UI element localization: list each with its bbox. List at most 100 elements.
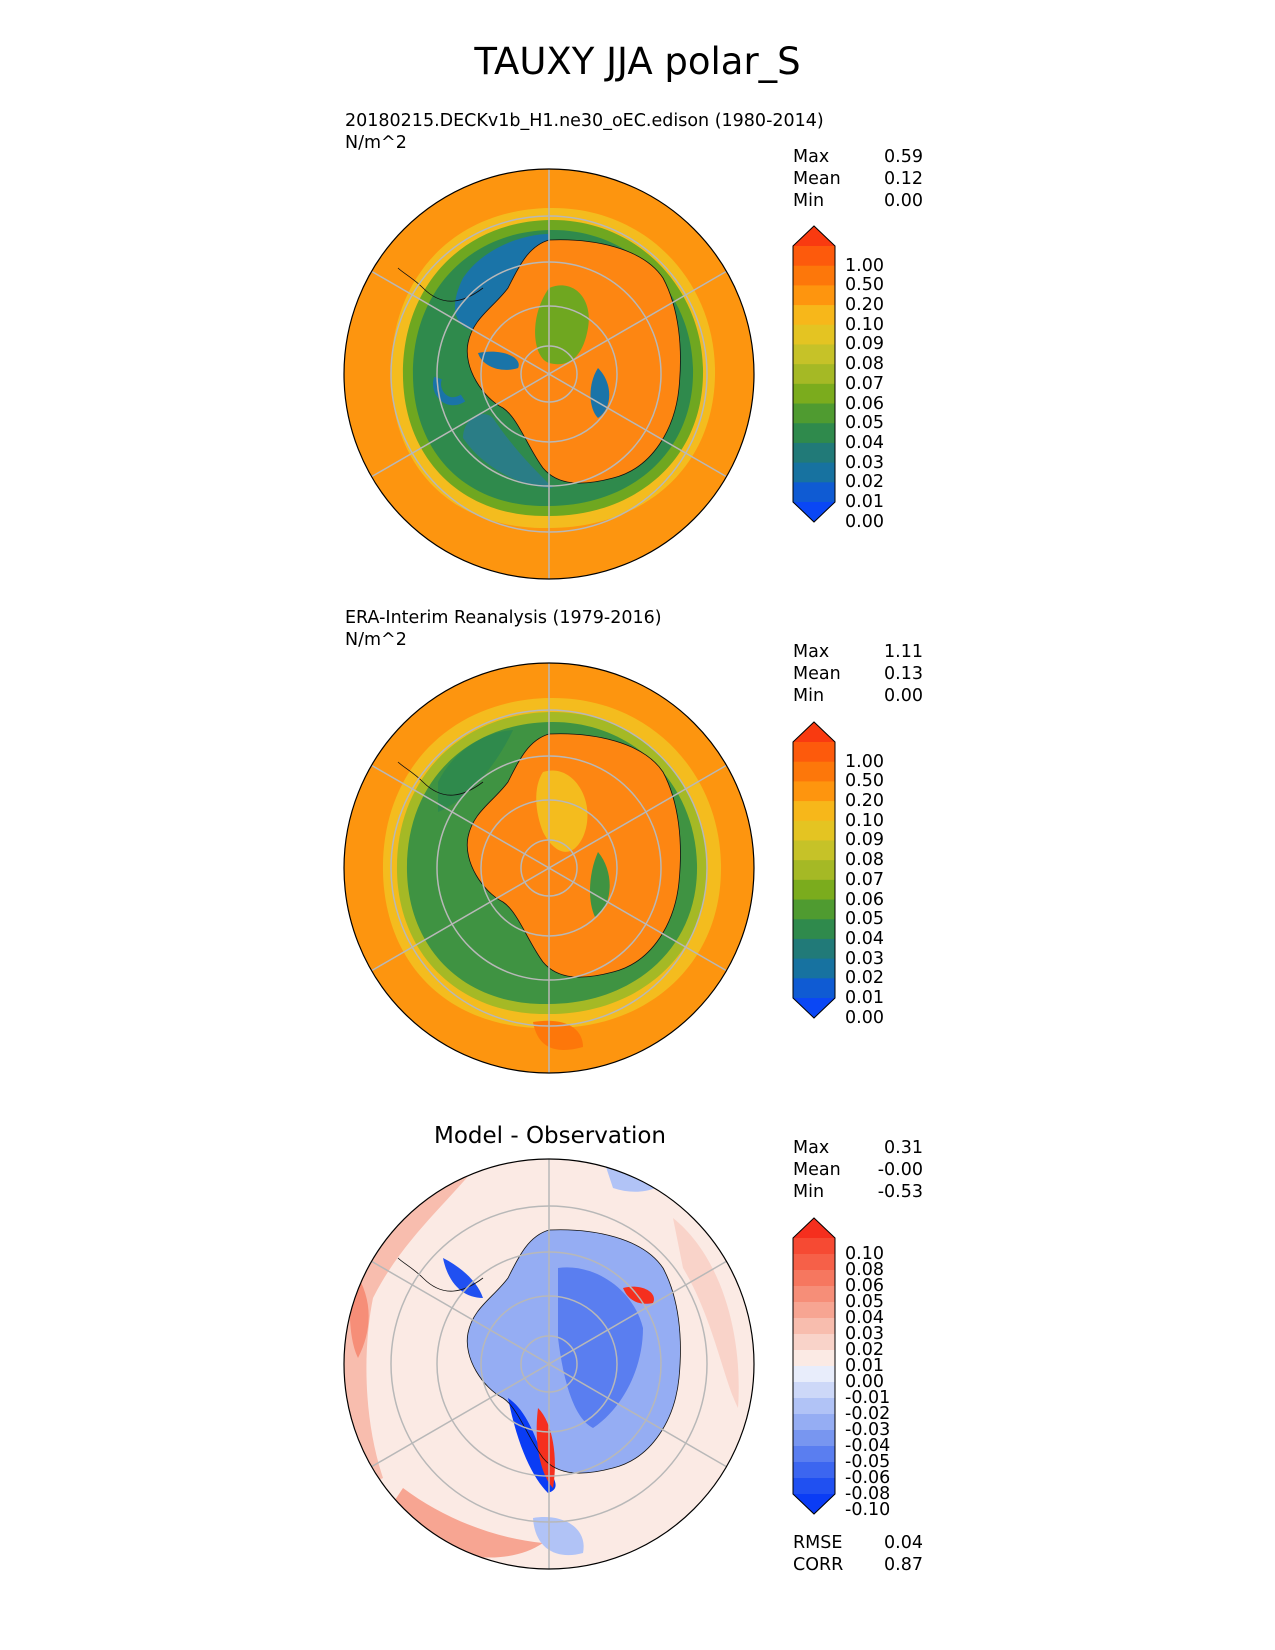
- colorbar-segment: [793, 978, 835, 999]
- colorbar-tick-label: -0.10: [845, 1500, 891, 1520]
- colorbar-segment: [793, 801, 835, 822]
- colorbar-segment: [793, 305, 835, 326]
- colorbar-segment: [793, 462, 835, 483]
- diff-min-label: Min: [793, 1182, 825, 1202]
- diff-max: 0.31: [884, 1138, 923, 1158]
- colorbar-segment: [793, 1270, 835, 1287]
- colorbar-tick-label: 0.09: [845, 830, 884, 851]
- colorbar-tick-label: 0.06: [845, 889, 884, 910]
- colorbar-segment: [793, 1302, 835, 1319]
- colorbar-tick-label: 0.20: [845, 791, 884, 812]
- colorbar-tick-label: 0.07: [845, 373, 884, 394]
- colorbar-tick-label: 0.08: [845, 850, 884, 871]
- colorbar-segment: [793, 364, 835, 385]
- colorbar-tick-label: 0.04: [845, 928, 884, 949]
- colorbar-tick-label: -0.04: [845, 1436, 891, 1456]
- colorbar-segment: [793, 899, 835, 920]
- colorbar-tick-label: 0.50: [845, 275, 884, 296]
- rmse-label: RMSE: [793, 1533, 843, 1553]
- colorbar-segment: [793, 938, 835, 960]
- colorbar-segment: [793, 403, 835, 424]
- colorbar-segment: [793, 860, 835, 881]
- colorbar-tick-label: 0.20: [845, 295, 884, 316]
- obs-title-text: ERA-Interim Reanalysis (1979-2016): [345, 608, 662, 628]
- model-polar-map: [343, 168, 755, 580]
- diff-polar-map: [343, 1158, 755, 1570]
- colorbar-segment: [793, 742, 835, 763]
- obs-stats: Max 1.11 Mean 0.13 Min 0.00: [793, 641, 923, 707]
- colorbar-tick-label: 0.10: [845, 1244, 884, 1264]
- colorbar-segment: [793, 879, 835, 901]
- colorbar-extend-top: [793, 722, 835, 742]
- colorbar-tick-label: 0.01: [845, 492, 884, 512]
- colorbar-segment: [793, 761, 835, 782]
- colorbar-segment: [793, 820, 835, 841]
- colorbar-segment: [793, 324, 835, 345]
- colorbar-tick-label: 1.00: [845, 255, 884, 276]
- colorbar-tick-label: 0.50: [845, 771, 884, 792]
- colorbar-segment: [793, 1366, 835, 1383]
- colorbar-segment: [793, 344, 835, 365]
- rmse-value: 0.04: [884, 1533, 923, 1553]
- figure-title: TAUXY JJA polar_S: [474, 40, 801, 83]
- model-mean: 0.12: [884, 169, 923, 189]
- model-title-text: 20180215.DECKv1b_H1.ne30_oEC.edison (198…: [345, 111, 824, 131]
- obs-mean: 0.13: [884, 664, 923, 684]
- colorbar-tick-label: 0.02: [845, 472, 884, 493]
- colorbar-segment: [793, 919, 835, 940]
- colorbar-tick-label: 0.00: [845, 1372, 884, 1392]
- model-mean-label: Mean: [793, 169, 841, 189]
- model-title: 20180215.DECKv1b_H1.ne30_oEC.edison (198…: [345, 110, 824, 154]
- corr-value: 0.87: [884, 1555, 923, 1575]
- diff-metrics: RMSE 0.04 CORR 0.87: [793, 1532, 923, 1576]
- colorbar-segment: [793, 781, 835, 802]
- model-stats: Max 0.59 Mean 0.12 Min 0.00: [793, 146, 923, 212]
- colorbar-tick-label: 0.00: [845, 511, 884, 532]
- obs-colorbar: [792, 721, 836, 1019]
- model-colorbar: [792, 225, 836, 523]
- colorbar-tick-label: 0.08: [845, 1260, 884, 1280]
- model-max-label: Max: [793, 147, 830, 167]
- colorbar-tick-label: -0.02: [845, 1404, 891, 1424]
- obs-units: N/m^2: [345, 630, 407, 650]
- colorbar-segment: [793, 1414, 835, 1431]
- colorbar-outline: [792, 225, 836, 523]
- colorbar-tick-label: -0.06: [845, 1468, 891, 1488]
- colorbar-segment: [793, 1318, 835, 1335]
- colorbar-tick-label: 0.03: [845, 948, 884, 969]
- diff-title: Model - Observation: [433, 1123, 667, 1149]
- colorbar-segment: [793, 1430, 835, 1447]
- colorbar-tick-label: -0.03: [845, 1420, 891, 1440]
- colorbar-segment: [793, 958, 835, 979]
- obs-mean-label: Mean: [793, 664, 841, 684]
- colorbar-tick-label: 0.10: [845, 810, 884, 831]
- colorbar-segment: [793, 265, 835, 286]
- colorbar-extend-top: [793, 226, 835, 246]
- colorbar-tick-label: 0.08: [845, 354, 884, 375]
- colorbar-tick-label: 0.06: [845, 393, 884, 414]
- colorbar-segment: [793, 246, 835, 267]
- colorbar-extend-bottom: [793, 998, 835, 1018]
- diff-mean-label: Mean: [793, 1160, 841, 1180]
- colorbar-extend-top: [793, 1218, 835, 1238]
- colorbar-tick-label: 0.06: [845, 1276, 884, 1296]
- colorbar-tick-label: 0.03: [845, 452, 884, 473]
- diff-max-label: Max: [793, 1138, 830, 1158]
- colorbar-tick-label: 0.09: [845, 334, 884, 355]
- colorbar-segment: [793, 1286, 835, 1303]
- colorbar-segment: [793, 1238, 835, 1255]
- colorbar-tick-label: 0.05: [845, 1292, 884, 1312]
- obs-max-label: Max: [793, 642, 830, 662]
- colorbar-segment: [793, 1462, 835, 1479]
- colorbar-segment: [793, 383, 835, 405]
- model-min: 0.00: [884, 191, 923, 211]
- colorbar-tick-label: -0.01: [845, 1388, 891, 1408]
- colorbar-tick-label: 0.02: [845, 1340, 884, 1360]
- colorbar-tick-label: 0.02: [845, 968, 884, 989]
- colorbar-tick-label: 0.05: [845, 909, 884, 930]
- colorbar-tick-label: 0.07: [845, 869, 884, 890]
- colorbar-tick-label: 0.03: [845, 1324, 884, 1344]
- colorbar-segment: [793, 1478, 835, 1495]
- obs-polar-map: [343, 662, 755, 1074]
- diff-mean: -0.00: [877, 1160, 923, 1180]
